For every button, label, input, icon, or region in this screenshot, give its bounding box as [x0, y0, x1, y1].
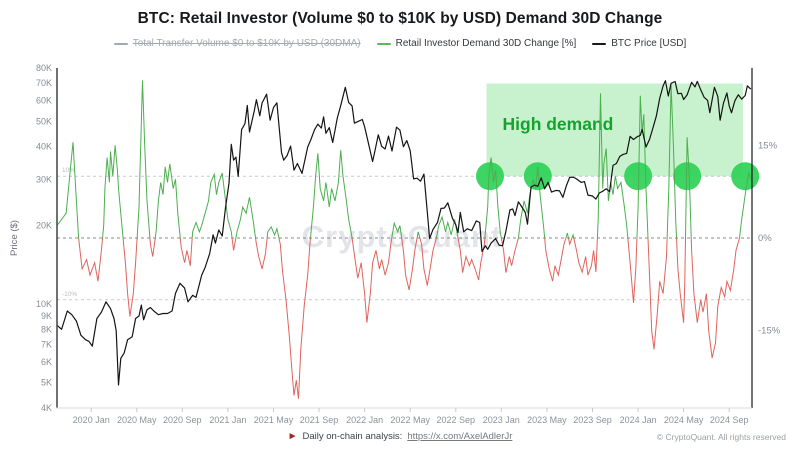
legend-swatch-black-icon — [592, 42, 607, 45]
x-tick-label: 2020 May — [117, 415, 157, 425]
y-left-tick-label: 50K — [36, 116, 52, 126]
legend-label: BTC Price [USD] — [611, 38, 687, 49]
btc-price-line — [56, 80, 752, 386]
flag-icon: ► — [287, 430, 298, 442]
demand-highlight-circle — [476, 162, 504, 191]
x-tick-label: 2023 Sep — [573, 415, 612, 425]
y-right-tick-label: -15% — [758, 326, 781, 337]
x-tick-label: 2020 Sep — [163, 415, 202, 425]
x-tick-label: 2022 Jan — [346, 415, 383, 425]
demand-highlight-circle — [523, 162, 552, 191]
y-left-tick-label: 8K — [41, 324, 52, 334]
x-tick-label: 2024 Jan — [620, 415, 657, 425]
y-left-tick-label: 20K — [36, 220, 52, 230]
legend-label: Retail Investor Demand 30D Change [%] — [395, 38, 577, 49]
gridline-label: -10% — [62, 291, 77, 298]
legend-swatch-gray-icon — [113, 42, 128, 45]
chart-legend: Total Transfer Volume $0 to $10K by USD … — [0, 38, 800, 49]
high-demand-label: High demand — [503, 114, 614, 134]
footer-note-link[interactable]: https://x.com/AxelAdlerJr — [407, 431, 513, 442]
legend-item-btc-price[interactable]: BTC Price [USD] — [592, 38, 686, 49]
x-tick-label: 2022 Sep — [437, 415, 476, 425]
x-tick-label: 2024 Sep — [710, 415, 749, 425]
x-tick-label: 2022 May — [390, 415, 430, 425]
footer-note-label: Daily on-chain analysis: — [302, 431, 403, 442]
demand-highlight-circle — [673, 162, 702, 191]
y-left-tick-label: 5K — [41, 378, 52, 388]
x-tick-label: 2021 May — [254, 415, 294, 425]
demand-highlight-circle — [731, 162, 760, 191]
y-left-tick-label: 9K — [41, 311, 52, 321]
copyright-text: © CryptoQuant. All rights reserved — [656, 432, 786, 442]
demand-line-negative — [78, 238, 741, 399]
y-left-tick-label: 30K — [36, 174, 52, 184]
footer-note: ► Daily on-chain analysis: https://x.com… — [288, 431, 513, 442]
x-tick-label: 2023 May — [527, 415, 567, 425]
y-left-tick-label: 4K — [41, 403, 52, 413]
gridline-label: 10% — [62, 167, 75, 174]
y-left-tick-label: 70K — [36, 78, 52, 88]
page-title: BTC: Retail Investor (Volume $0 to $10K … — [137, 10, 663, 27]
y-left-tick-label: 80K — [36, 63, 52, 73]
y-left-tick-label: 6K — [41, 357, 52, 367]
y-left-tick-label: 40K — [36, 142, 52, 152]
x-tick-label: 2023 Jan — [483, 415, 520, 425]
demand-line-positive — [57, 80, 752, 238]
y-left-tick-label: 60K — [36, 96, 52, 106]
x-tick-label: 2021 Jan — [209, 415, 246, 425]
legend-label: Total Transfer Volume $0 to $10K by USD … — [132, 38, 361, 49]
legend-swatch-green-icon — [376, 42, 391, 45]
watermark: CryptoQuant — [302, 219, 502, 254]
high-demand-box — [486, 83, 743, 177]
y-left-tick-label: 7K — [41, 340, 52, 350]
x-tick-label: 2024 May — [664, 415, 704, 425]
y-right-tick-label: 15% — [758, 140, 778, 151]
y-right-tick-label: 0% — [758, 233, 772, 244]
y-left-tick-label: 10K — [36, 299, 52, 309]
y-axis-title: Price ($) — [9, 220, 20, 256]
legend-item-total-transfer-volume[interactable]: Total Transfer Volume $0 to $10K by USD … — [113, 38, 361, 49]
legend-item-retail-demand[interactable]: Retail Investor Demand 30D Change [%] — [376, 38, 577, 49]
x-tick-label: 2021 Sep — [300, 415, 339, 425]
x-tick-label: 2020 Jan — [73, 415, 110, 425]
